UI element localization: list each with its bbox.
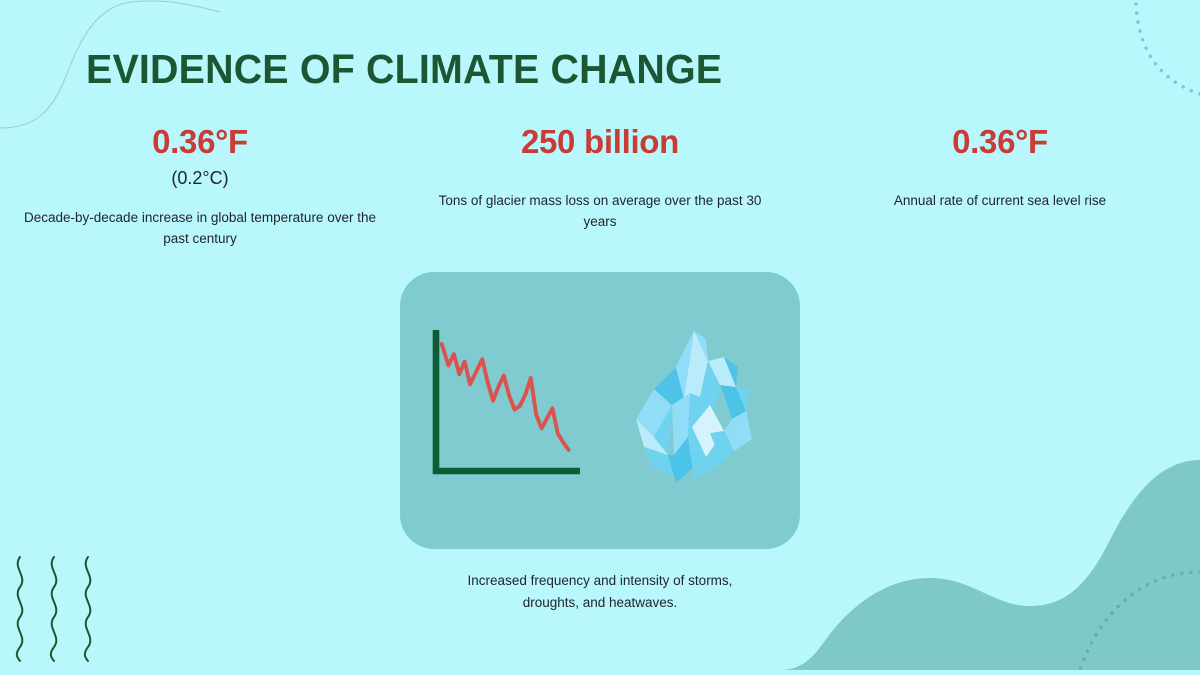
- vertical-squiggles-decoration: [8, 554, 104, 669]
- dotted-arc-decoration: [1060, 0, 1200, 125]
- stat-description-line: Decade-by-decade increase in: [24, 209, 208, 225]
- stats-row: 0.36°F (0.2°C) Decade-by-decade increase…: [0, 123, 1200, 250]
- stat-value: 250 billion: [520, 123, 680, 160]
- stat-subvalue: (0.2°C): [171, 167, 229, 188]
- stat-description-line: global temperature over the past century: [163, 209, 376, 246]
- stat-description: Tons of glacier mass loss on average ove…: [424, 191, 776, 233]
- stat-description-line: average over the past 30 years: [583, 192, 762, 229]
- caption-line: Increased frequency and intensity of sto…: [467, 573, 733, 588]
- stat-description-line: Tons of glacier mass loss on: [438, 192, 609, 208]
- stat-description: Decade-by-decade increase in global temp…: [24, 208, 376, 250]
- stat-value: 0.36°F: [152, 123, 248, 160]
- caption-line: droughts, and heatwaves.: [522, 594, 678, 610]
- stat-glacier-mass-loss: 250 billion Tons of glacier mass loss on…: [400, 123, 800, 233]
- declining-line-chart-icon: [430, 329, 581, 485]
- illustration-caption: Increased frequency and intensity of sto…: [370, 570, 830, 613]
- page-title: EVIDENCE OF CLIMATE CHANGE: [86, 46, 723, 92]
- teal-blob-decoration: [780, 420, 1200, 675]
- stat-description-line: Annual rate of current sea level rise: [893, 192, 1107, 208]
- iceberg-icon: [628, 327, 758, 492]
- stat-sea-level-rise: 0.36°F Annual rate of current sea level …: [800, 123, 1200, 212]
- stat-description: Annual rate of current sea level rise: [824, 191, 1176, 212]
- illustration-card: [400, 272, 800, 549]
- stat-temperature-increase: 0.36°F (0.2°C) Decade-by-decade increase…: [0, 123, 400, 250]
- stat-value: 0.36°F: [952, 123, 1048, 160]
